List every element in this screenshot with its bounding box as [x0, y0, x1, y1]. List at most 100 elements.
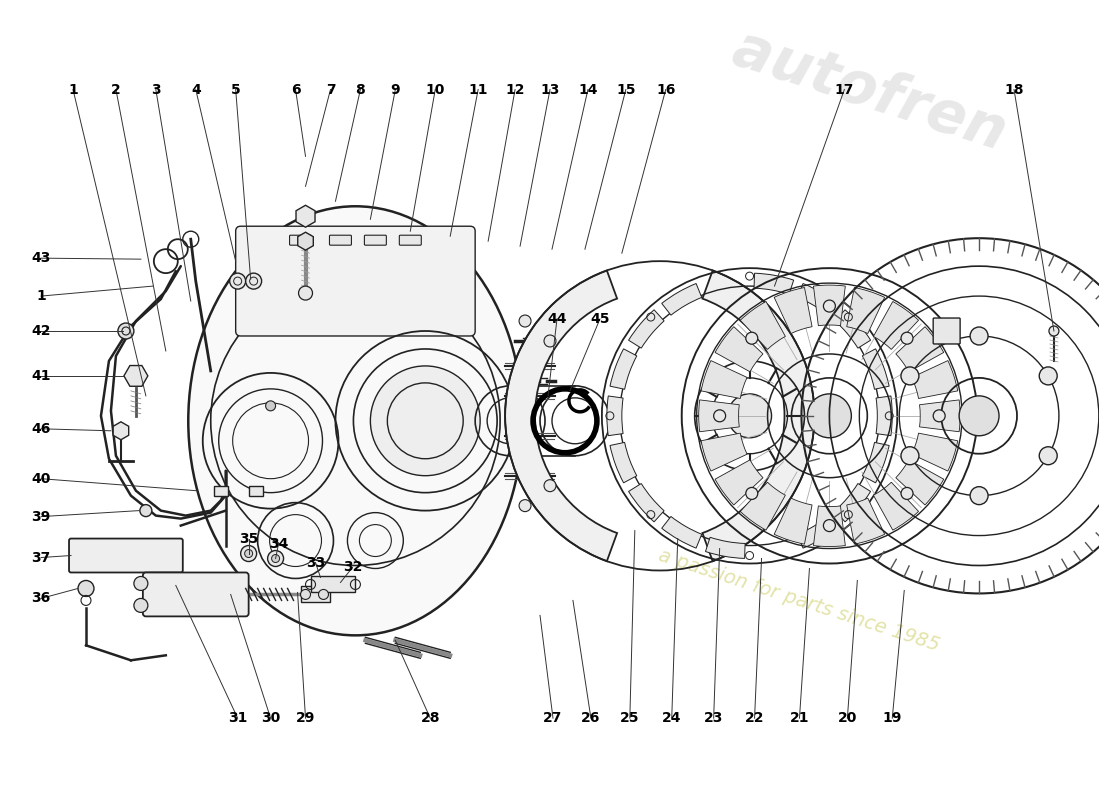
- Circle shape: [901, 332, 913, 344]
- FancyBboxPatch shape: [289, 235, 311, 245]
- Text: 23: 23: [704, 711, 724, 725]
- FancyBboxPatch shape: [143, 573, 249, 616]
- Text: 9: 9: [390, 82, 400, 97]
- Text: 11: 11: [469, 82, 488, 97]
- Circle shape: [901, 446, 918, 465]
- Text: 33: 33: [306, 555, 326, 570]
- Text: 20: 20: [838, 711, 857, 725]
- Text: 41: 41: [31, 369, 51, 383]
- Wedge shape: [835, 310, 870, 348]
- Text: 16: 16: [656, 82, 675, 97]
- Text: 45: 45: [590, 312, 609, 326]
- FancyBboxPatch shape: [364, 235, 386, 245]
- Circle shape: [230, 273, 245, 289]
- Wedge shape: [912, 361, 958, 398]
- Wedge shape: [862, 442, 889, 483]
- Text: 17: 17: [835, 82, 854, 97]
- Wedge shape: [607, 396, 623, 436]
- Circle shape: [371, 366, 480, 476]
- Circle shape: [714, 410, 726, 422]
- Wedge shape: [628, 310, 664, 348]
- Circle shape: [519, 500, 531, 512]
- Text: 15: 15: [616, 82, 636, 97]
- Wedge shape: [862, 349, 889, 390]
- Wedge shape: [774, 498, 812, 544]
- Circle shape: [118, 323, 134, 339]
- Circle shape: [959, 396, 999, 436]
- Circle shape: [1040, 367, 1057, 385]
- Wedge shape: [740, 302, 785, 350]
- FancyBboxPatch shape: [330, 235, 351, 245]
- Wedge shape: [774, 287, 812, 334]
- Text: 6: 6: [290, 82, 300, 97]
- Text: 21: 21: [790, 711, 810, 725]
- Text: 14: 14: [579, 82, 597, 97]
- Circle shape: [298, 286, 312, 300]
- Circle shape: [746, 332, 758, 344]
- Wedge shape: [715, 326, 763, 372]
- Text: 28: 28: [420, 711, 440, 725]
- Text: 40: 40: [32, 472, 51, 486]
- Circle shape: [727, 394, 771, 438]
- Wedge shape: [798, 283, 837, 315]
- Text: 8: 8: [355, 82, 365, 97]
- Circle shape: [901, 487, 913, 499]
- FancyBboxPatch shape: [69, 538, 183, 573]
- Wedge shape: [814, 506, 845, 546]
- Text: 22: 22: [745, 711, 764, 725]
- Text: 27: 27: [543, 711, 563, 725]
- FancyBboxPatch shape: [235, 226, 475, 336]
- Wedge shape: [873, 482, 918, 530]
- Text: 2: 2: [111, 82, 121, 97]
- Text: 26: 26: [581, 711, 601, 725]
- Wedge shape: [798, 517, 837, 548]
- Wedge shape: [873, 302, 918, 350]
- Text: 4: 4: [191, 82, 200, 97]
- FancyBboxPatch shape: [933, 318, 960, 344]
- Wedge shape: [662, 517, 702, 548]
- Wedge shape: [920, 400, 960, 432]
- Circle shape: [970, 486, 988, 505]
- Circle shape: [272, 554, 279, 562]
- Text: 42: 42: [31, 324, 51, 338]
- Text: 31: 31: [228, 711, 248, 725]
- Circle shape: [746, 487, 758, 499]
- Text: 3: 3: [151, 82, 161, 97]
- Circle shape: [901, 367, 918, 385]
- Text: 43: 43: [32, 251, 51, 265]
- Circle shape: [519, 315, 531, 327]
- Wedge shape: [701, 361, 747, 398]
- Wedge shape: [847, 498, 884, 544]
- Wedge shape: [610, 349, 637, 390]
- Text: 24: 24: [662, 711, 682, 725]
- Text: autofren: autofren: [725, 21, 1013, 162]
- Text: 30: 30: [261, 711, 280, 725]
- FancyBboxPatch shape: [399, 235, 421, 245]
- Wedge shape: [895, 460, 944, 505]
- Text: 1: 1: [68, 82, 78, 97]
- Circle shape: [244, 550, 253, 558]
- Text: a passion for parts since 1985: a passion for parts since 1985: [657, 546, 943, 655]
- Bar: [300, 586, 330, 602]
- Wedge shape: [703, 270, 814, 561]
- Bar: [249, 486, 263, 496]
- Text: 37: 37: [32, 550, 51, 565]
- Circle shape: [134, 598, 147, 613]
- Wedge shape: [895, 326, 944, 372]
- Wedge shape: [912, 433, 958, 471]
- Wedge shape: [814, 285, 845, 326]
- Wedge shape: [715, 460, 763, 505]
- Text: 32: 32: [343, 561, 362, 574]
- Circle shape: [1049, 326, 1059, 336]
- Text: 36: 36: [32, 591, 51, 606]
- Wedge shape: [705, 538, 745, 558]
- Wedge shape: [610, 442, 637, 483]
- Wedge shape: [754, 274, 794, 294]
- Wedge shape: [628, 483, 664, 522]
- Text: 18: 18: [1004, 82, 1024, 97]
- Circle shape: [807, 394, 851, 438]
- Text: 35: 35: [239, 531, 258, 546]
- Wedge shape: [662, 283, 702, 315]
- Text: 25: 25: [620, 711, 639, 725]
- Text: 19: 19: [882, 711, 902, 725]
